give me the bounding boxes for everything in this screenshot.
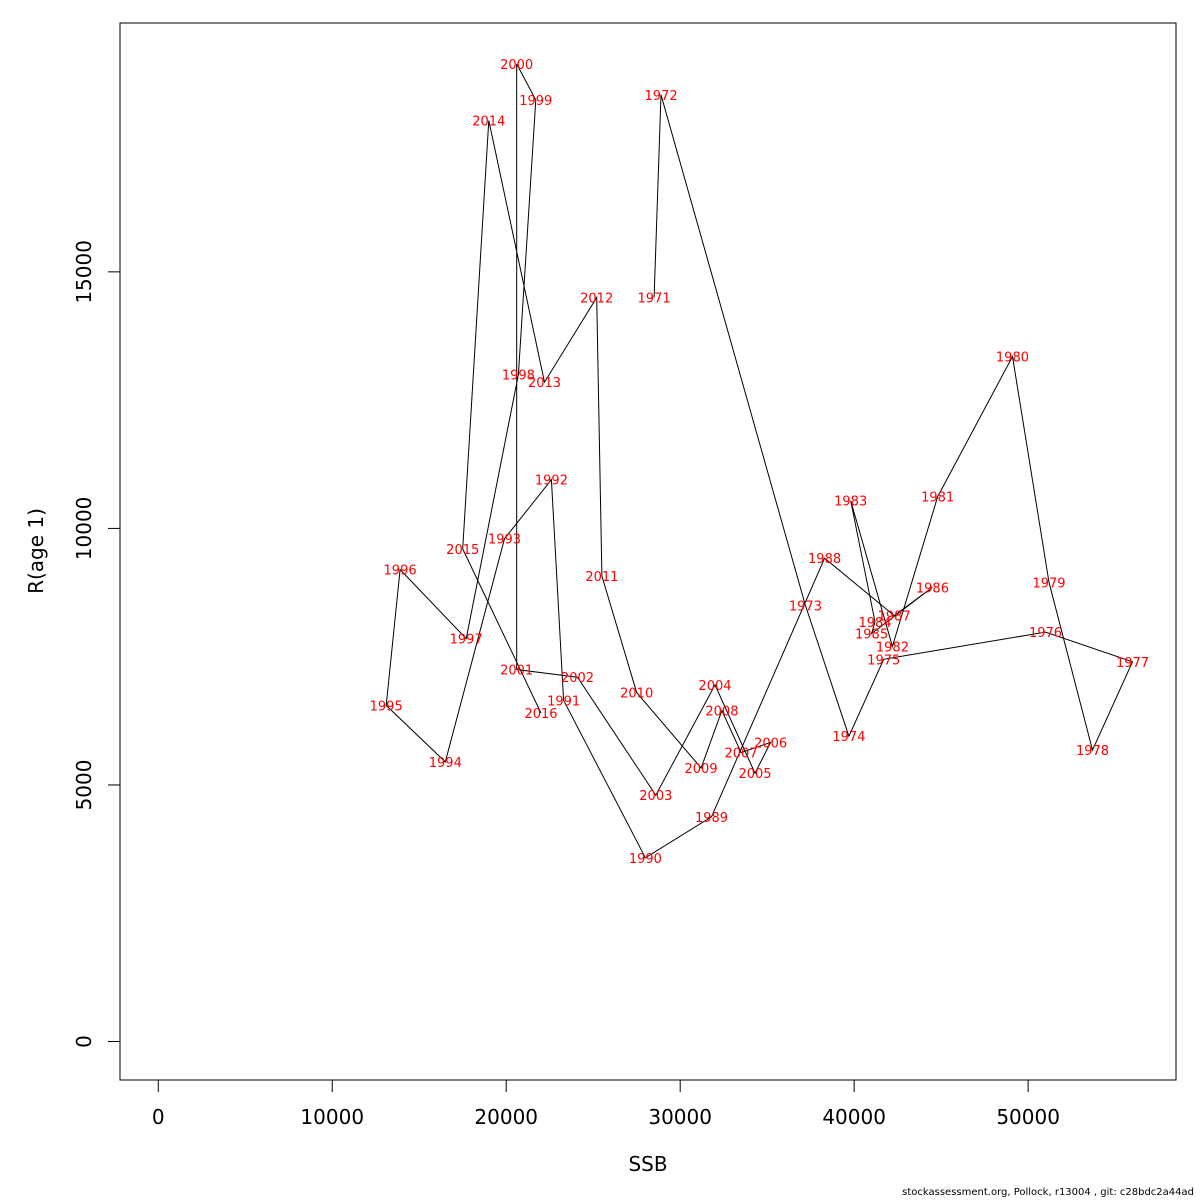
point-label-1978: 1978	[1076, 744, 1109, 759]
x-axis: 0 10000 20000 30000 40000 50000	[152, 1079, 1060, 1129]
point-label-1973: 1973	[789, 599, 822, 614]
x-tick-label: 40000	[822, 1105, 886, 1129]
point-label-1979: 1979	[1032, 576, 1065, 591]
point-label-2011: 2011	[585, 570, 618, 585]
point-label-1972: 1972	[645, 89, 678, 104]
point-label-1987: 1987	[878, 610, 911, 625]
point-label-1998: 1998	[502, 368, 535, 383]
point-label-1994: 1994	[429, 756, 462, 771]
point-label-1995: 1995	[370, 699, 403, 714]
point-label-2002: 2002	[561, 671, 594, 686]
x-tick-label: 20000	[474, 1105, 538, 1129]
x-tick-label: 0	[152, 1105, 165, 1129]
point-label-1976: 1976	[1029, 626, 1062, 641]
point-label-2010: 2010	[620, 687, 653, 702]
point-label-1975: 1975	[867, 653, 900, 668]
series-line	[385, 63, 1134, 859]
point-label-2014: 2014	[472, 114, 505, 129]
y-tick-label: 5000	[72, 760, 96, 811]
footer-note: stockassessment.org, Pollock, r13004 , g…	[902, 1187, 1194, 1198]
point-label-1996: 1996	[384, 563, 417, 578]
point-label-2000: 2000	[500, 58, 533, 73]
point-label-2012: 2012	[580, 292, 613, 307]
point-label-1991: 1991	[547, 694, 580, 709]
point-label-1993: 1993	[488, 533, 521, 548]
plot-area-border	[119, 22, 1177, 1081]
point-label-1990: 1990	[629, 852, 662, 867]
point-label-1988: 1988	[808, 552, 841, 567]
point-label-2004: 2004	[698, 679, 731, 694]
point-label-2009: 2009	[685, 762, 718, 777]
point-label-2006: 2006	[754, 736, 787, 751]
y-axis-title: R(age 1)	[24, 508, 48, 594]
y-axis: 0 5000 10000 15000	[72, 240, 121, 1048]
point-label-2001: 2001	[500, 664, 533, 679]
y-tick-label: 15000	[72, 240, 96, 304]
point-label-2008: 2008	[705, 705, 738, 720]
point-label-1971: 1971	[638, 292, 671, 307]
point-label-1992: 1992	[535, 474, 568, 489]
point-label-1977: 1977	[1116, 656, 1149, 671]
point-label-2005: 2005	[738, 767, 771, 782]
point-label-1982: 1982	[876, 640, 909, 655]
point-label-1989: 1989	[695, 811, 728, 826]
x-tick-label: 30000	[648, 1105, 712, 1129]
point-label-1997: 1997	[450, 633, 483, 648]
point-label-1974: 1974	[832, 730, 865, 745]
point-label-2003: 2003	[639, 789, 672, 804]
x-tick-label: 10000	[300, 1105, 364, 1129]
point-label-2015: 2015	[446, 543, 479, 558]
point-label-1999: 1999	[519, 94, 552, 109]
point-label-2016: 2016	[524, 707, 557, 722]
x-tick-label: 50000	[996, 1105, 1060, 1129]
y-tick-label: 10000	[72, 497, 96, 561]
point-label-1980: 1980	[996, 351, 1029, 366]
point-label-1985: 1985	[855, 628, 888, 643]
y-tick-label: 0	[72, 1035, 96, 1048]
point-label-1981: 1981	[921, 491, 954, 506]
point-label-2007: 2007	[725, 747, 758, 762]
point-label-1986: 1986	[916, 581, 949, 596]
point-labels: 1971 1972 1973 1974 1975 1976 1977 1978 1979 1980…	[370, 58, 1149, 867]
point-label-1983: 1983	[834, 495, 867, 510]
point-label-1984: 1984	[858, 616, 891, 631]
point-label-2013: 2013	[528, 376, 561, 391]
x-axis-title: SSB	[628, 1152, 667, 1176]
